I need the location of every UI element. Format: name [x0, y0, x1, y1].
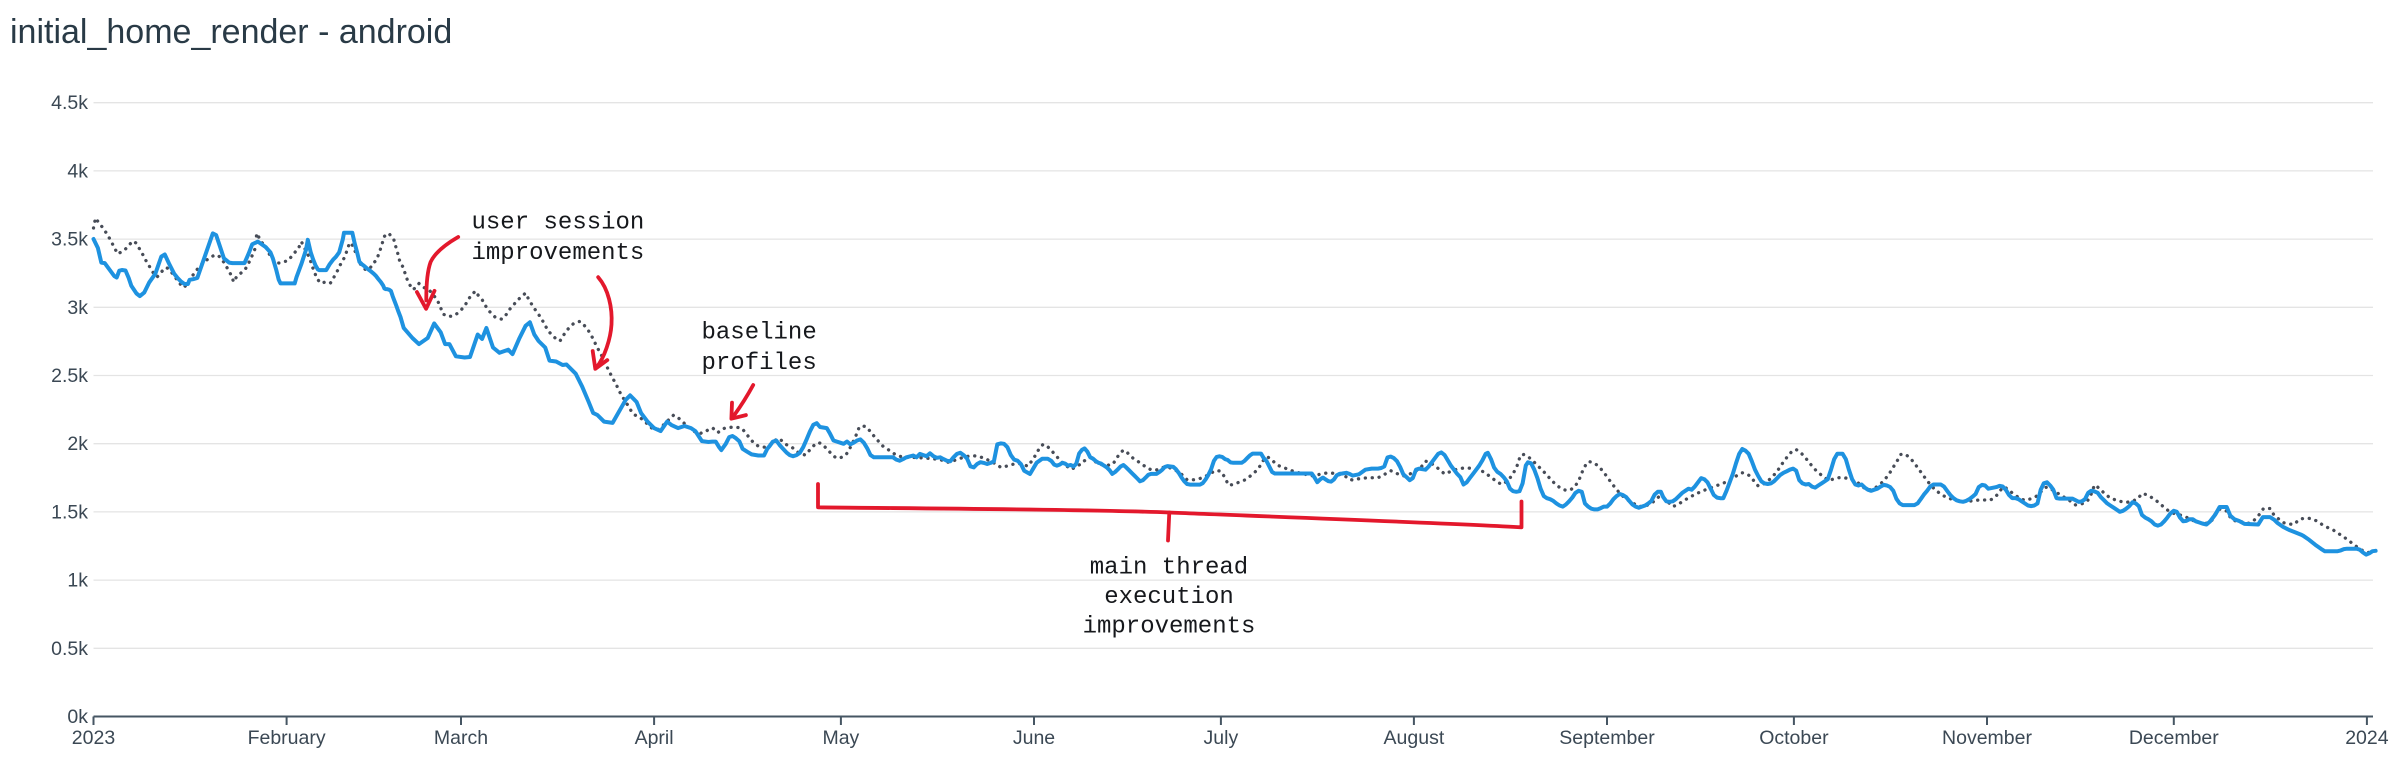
svg-text:initial_home_render - android: initial_home_render - android	[10, 13, 452, 51]
svg-text:3k: 3k	[67, 297, 88, 319]
svg-text:0.5k: 0.5k	[51, 638, 88, 660]
svg-text:September: September	[1559, 727, 1655, 749]
svg-text:June: June	[1013, 727, 1055, 749]
svg-text:March: March	[434, 727, 488, 749]
svg-text:2k: 2k	[67, 433, 88, 455]
svg-text:baseline: baseline	[702, 320, 817, 347]
svg-text:November: November	[1942, 727, 2032, 749]
svg-text:May: May	[822, 727, 859, 749]
svg-text:July: July	[1204, 727, 1239, 749]
svg-text:4k: 4k	[67, 160, 88, 182]
svg-text:4.5k: 4.5k	[51, 92, 88, 114]
svg-text:2023: 2023	[72, 727, 115, 749]
svg-text:improvements: improvements	[1083, 614, 1256, 641]
svg-text:February: February	[248, 727, 326, 749]
svg-text:improvements: improvements	[472, 240, 645, 267]
svg-text:October: October	[1759, 727, 1829, 749]
svg-text:0k: 0k	[67, 706, 88, 728]
svg-text:2024: 2024	[2345, 727, 2389, 749]
svg-text:December: December	[2129, 727, 2219, 749]
svg-text:user session: user session	[472, 210, 645, 237]
svg-text:April: April	[635, 727, 674, 749]
svg-text:2.5k: 2.5k	[51, 365, 88, 387]
svg-text:1.5k: 1.5k	[51, 501, 88, 523]
svg-text:3.5k: 3.5k	[51, 229, 88, 251]
svg-text:1k: 1k	[67, 570, 88, 592]
svg-text:profiles: profiles	[702, 350, 817, 377]
svg-text:August: August	[1384, 727, 1445, 749]
svg-text:main thread: main thread	[1090, 555, 1248, 582]
svg-text:execution: execution	[1104, 584, 1234, 611]
